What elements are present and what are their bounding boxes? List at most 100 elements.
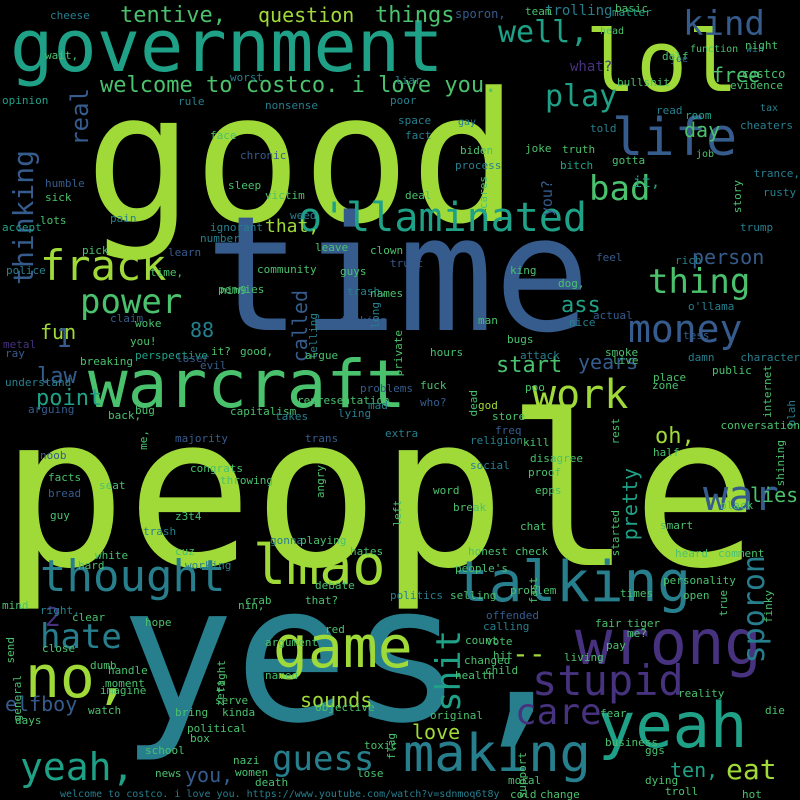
cloud-word: mad: [368, 399, 388, 412]
cloud-word: talking: [455, 550, 692, 615]
cloud-word: bring: [175, 706, 209, 719]
cloud-word: bread: [48, 487, 82, 500]
cloud-word: hard: [78, 559, 105, 572]
cloud-word: tax: [760, 103, 779, 114]
cloud-word: place: [653, 371, 687, 384]
cloud-word: humble: [45, 177, 85, 190]
cloud-word: problems: [360, 382, 413, 395]
cloud-word: black: [720, 499, 754, 512]
cloud-word: kind: [683, 4, 765, 44]
cloud-word: hate: [40, 617, 122, 657]
cloud-word: right,: [40, 604, 80, 617]
cloud-word: evidence: [730, 79, 783, 92]
cloud-word: dead: [467, 390, 480, 417]
cloud-word: rich: [675, 254, 702, 267]
cloud-word: health: [455, 669, 495, 682]
cloud-word: thing: [648, 262, 751, 302]
cloud-word: trump: [740, 221, 774, 234]
cloud-word: mind: [2, 599, 29, 612]
cloud-word: trash: [143, 525, 177, 538]
cloud-word: conversation: [720, 419, 800, 432]
cloud-word: lies: [750, 483, 799, 507]
cloud-word: majority: [175, 432, 228, 445]
cloud-word: bullshit: [617, 76, 670, 89]
cloud-word: nice: [569, 316, 596, 329]
cloud-word: shining: [774, 440, 787, 487]
cloud-word: perspective: [135, 349, 208, 362]
cloud-word: arguing: [28, 403, 75, 416]
cloud-word: angry: [314, 465, 327, 499]
cloud-word: life: [612, 108, 738, 168]
cloud-word: that,: [265, 216, 320, 237]
cloud-word: personality: [663, 574, 736, 587]
cloud-word: clear: [72, 611, 106, 624]
cloud-word: seat: [99, 479, 126, 492]
cloud-word: you!: [130, 335, 157, 348]
cloud-word: internet: [761, 365, 774, 418]
cloud-word: lose: [357, 767, 384, 780]
cloud-word: smart: [660, 519, 694, 532]
cloud-word: night: [745, 39, 779, 52]
cloud-word: love: [412, 720, 461, 744]
cloud-word: living: [564, 651, 604, 664]
cloud-word: fight: [215, 660, 228, 694]
cloud-word: time: [205, 181, 591, 368]
cloud-word: man: [478, 314, 498, 327]
cloud-word: changed: [464, 654, 511, 667]
cloud-word: years: [578, 350, 639, 374]
cloud-word: start: [496, 353, 563, 378]
cloud-word: z3t4: [175, 510, 202, 523]
cloud-word: dolf: [662, 50, 689, 63]
cloud-word: eat: [726, 753, 777, 786]
cloud-word: argument: [265, 636, 318, 649]
cloud-word: guy: [50, 509, 70, 522]
cloud-word: truth: [562, 143, 596, 156]
cloud-word: lots: [40, 214, 67, 227]
cloud-word: you,: [185, 763, 234, 787]
cloud-word: rusty: [763, 186, 797, 199]
cloud-word: dying: [645, 774, 679, 787]
cloud-word: free: [712, 63, 761, 87]
cloud-word: comment: [718, 547, 765, 560]
cloud-word: check: [515, 545, 549, 558]
cloud-word: general: [11, 675, 24, 722]
cloud-word: gonna: [270, 534, 304, 547]
cloud-word: what?: [570, 59, 613, 75]
cloud-word: women: [235, 766, 269, 779]
cloud-word: king: [510, 264, 537, 277]
cloud-word: it?: [211, 345, 231, 358]
cloud-word: honest: [468, 545, 508, 558]
cloud-word: argue: [305, 349, 339, 362]
cloud-word: elfboy: [5, 692, 78, 716]
cloud-word: oh,: [655, 424, 695, 449]
cloud-word: breaking: [80, 355, 133, 368]
cloud-word: long: [369, 302, 382, 329]
cloud-word: school: [145, 744, 185, 757]
cloud-word: deal: [405, 189, 432, 202]
cloud-word: actual: [593, 309, 633, 322]
cloud-word: poo: [525, 381, 545, 394]
cloud-word: attack: [520, 349, 560, 362]
cloud-word: o'llaminated: [298, 195, 587, 241]
cloud-word: offended: [486, 609, 539, 622]
cloud-word: store: [492, 410, 526, 423]
cloud-word: accept: [2, 221, 42, 234]
cloud-word: process: [455, 159, 502, 172]
cloud-word: biden: [460, 144, 494, 157]
cloud-word: metal: [3, 338, 37, 351]
cloud-word: business: [605, 736, 658, 749]
cloud-word: die: [765, 704, 785, 717]
cloud-word: rest: [609, 418, 622, 445]
cloud-word: me,: [137, 430, 150, 450]
cloud-word: community: [257, 263, 317, 276]
cloud-word: crab: [245, 594, 272, 607]
cloud-word: vote: [486, 635, 513, 648]
cloud-word: worst: [230, 71, 264, 84]
cloud-word: time,: [150, 266, 184, 279]
cloud-word: game: [273, 613, 413, 681]
cloud-word: head: [600, 26, 625, 37]
cloud-word: money: [628, 307, 743, 351]
cloud-word: handle: [108, 664, 148, 677]
cloud-word: guys: [340, 265, 367, 278]
cloud-word: 88: [190, 318, 215, 342]
